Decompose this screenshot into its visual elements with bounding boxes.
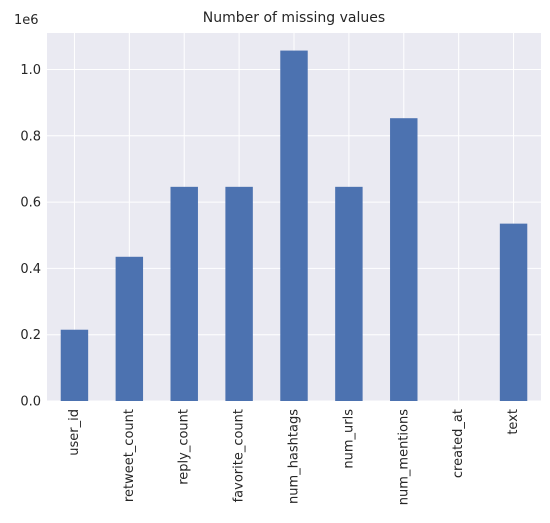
bar-favorite-count	[225, 186, 253, 401]
x-tick-label: created_at	[451, 409, 466, 478]
x-tick-label: num_urls	[341, 409, 356, 469]
y-tick-label: 1.0	[20, 63, 41, 78]
bar-num-urls	[335, 186, 363, 401]
x-tick-label: num_mentions	[396, 409, 411, 505]
y-tick-label: 0.8	[20, 129, 41, 144]
bar-user-id	[60, 329, 89, 401]
bars	[60, 50, 528, 402]
x-tick-label: text	[506, 409, 521, 435]
x-axis-ticks: user_id retweet_count reply_count favorite_…	[67, 409, 521, 505]
x-tick-label: favorite_count	[232, 409, 247, 502]
x-tick-label: num_hashtags	[287, 409, 302, 504]
y-tick-label: 0.0	[20, 395, 41, 410]
y-axis-ticks: 0.0 0.2 0.4 0.6 0.8 1.0	[20, 63, 41, 410]
bar-num-mentions	[390, 118, 418, 401]
bar-retweet-count	[115, 256, 144, 401]
x-tick-label: user_id	[67, 409, 82, 456]
bar-num-hashtags	[280, 50, 308, 402]
x-tick-label: retweet_count	[122, 409, 137, 502]
y-tick-label: 0.6	[20, 196, 41, 211]
bar-reply-count	[170, 186, 198, 401]
y-tick-label: 0.2	[20, 328, 41, 343]
y-axis-offset-label: 1e6	[14, 13, 39, 28]
bar-text	[499, 223, 528, 401]
chart-title: Number of missing values	[203, 10, 385, 26]
y-tick-label: 0.4	[20, 262, 41, 277]
x-tick-label: reply_count	[177, 409, 192, 485]
